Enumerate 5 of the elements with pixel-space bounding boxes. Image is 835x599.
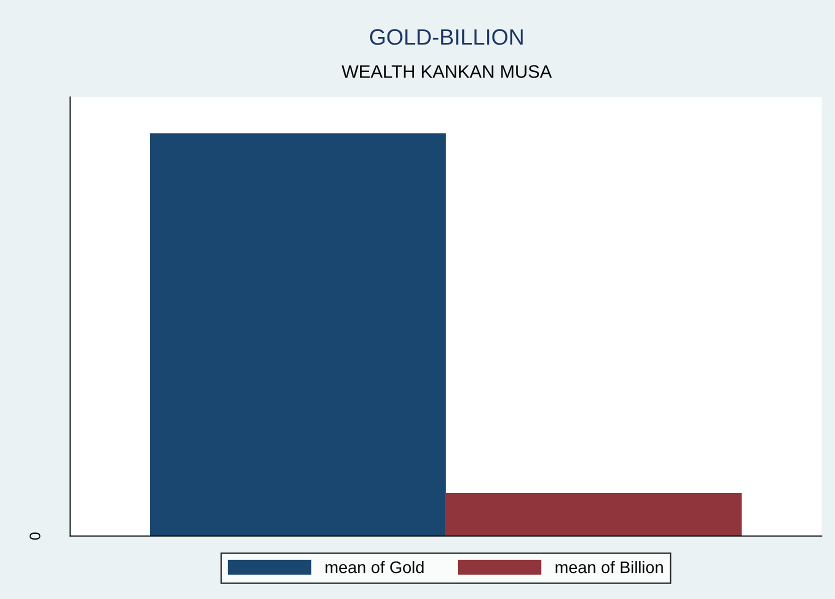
series-label: mean of Gold [326,560,424,574]
chart-title: GOLD-BILLION [370,29,523,45]
series-label: mean of Billion [556,560,663,574]
text: 0 [30,532,40,540]
chart-subtitle: WEALTH KANKAN MUSA [342,65,552,78]
